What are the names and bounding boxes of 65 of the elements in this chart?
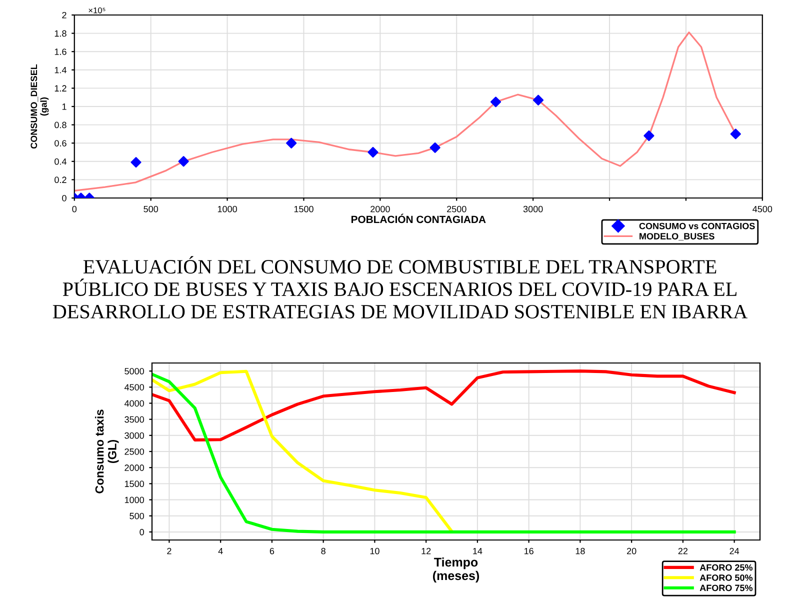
x-tick-label: 14 [473, 548, 482, 554]
x-tick-label: 0 [72, 206, 77, 212]
y-tick-label: 0 [62, 194, 66, 202]
y-tick-label: 1 [62, 104, 66, 110]
x-tick-label: 22 [678, 548, 688, 554]
y-axis-title: CONSUMO_DIESEL (gal) [30, 64, 49, 149]
y-axis-title: Consumo taxis (GL) [95, 410, 119, 494]
point [430, 142, 440, 153]
chart-title: EVALUACIÓN DEL CONSUMO DE COMBUSTIBLE DEL TRANSPORTE PÚBLICO DE BUSES Y TAXIS BAJO ESCENARIOS DEL COVID-19 PARA EL DESARROLLO DE ESTRATEGIAS DE MOVILIDAD SOSTENIBLE EN IBARRA [52, 256, 748, 319]
line-series [152, 370, 736, 442]
x-tick-label: 2500 [447, 206, 466, 212]
legend-label: CONSUMO vs CONTAGIOS [639, 222, 755, 230]
x-tick-label: 2 [167, 548, 172, 554]
y-tick-label: 4500 [124, 384, 144, 390]
text: ×10⁵ [88, 7, 106, 14]
point [368, 146, 378, 158]
y-tick-label: 0.4 [54, 158, 66, 165]
legend-label: AFORO 50% [700, 574, 753, 581]
line-series [152, 370, 454, 533]
x-tick-label: 1000 [218, 206, 237, 212]
x-tick-label: 10 [370, 548, 380, 554]
y-tick-label: 4000 [124, 400, 144, 407]
y-tick-label: 0.2 [54, 176, 66, 184]
x-axis-title: POBLACIÓN CONTAGIADA [351, 214, 486, 224]
y-tick-label: 5000 [124, 368, 144, 374]
point [644, 130, 654, 142]
point [178, 156, 189, 167]
point [532, 94, 544, 106]
y-tick-label: 2 [62, 12, 66, 18]
y-tick-label: 0.8 [54, 122, 66, 128]
y-tick-label: 2000 [124, 464, 144, 471]
y-tick-label: 2500 [124, 448, 144, 455]
point [730, 128, 741, 140]
x-axis-title: Tiempo (meses) [433, 557, 480, 583]
y-tick-label: 500 [130, 512, 144, 520]
y-tick-label: 3000 [124, 432, 144, 439]
point [286, 138, 297, 148]
y-tick-label: 0.6 [54, 140, 66, 146]
y-tick-label: 1.2 [54, 85, 66, 92]
legend-label: AFORO 25% [700, 564, 753, 571]
x-tick-label: 12 [422, 548, 431, 554]
x-tick-label: 24 [730, 548, 740, 554]
x-tick-label: 4 [218, 548, 223, 554]
y-tick-label: 3500 [124, 416, 144, 423]
x-tick-label: 500 [144, 206, 158, 212]
x-tick-label: 18 [576, 548, 585, 554]
y-tick-label: 1500 [124, 480, 144, 488]
y-tick-label: 1000 [124, 496, 144, 504]
x-tick-label: 20 [627, 548, 636, 554]
y-tick-label: 1.8 [54, 30, 66, 37]
x-tick-label: 16 [524, 548, 534, 554]
point [130, 157, 142, 168]
x-tick-label: 2000 [370, 206, 390, 212]
point [490, 96, 502, 108]
x-tick-label: 6 [270, 548, 274, 554]
legend-label: MODELO_BUSES [640, 233, 714, 240]
y-tick-label: 1.6 [54, 48, 66, 55]
legend-label: AFORO 75% [700, 584, 753, 592]
x-tick-label: 3000 [523, 206, 543, 212]
y-tick-label: 1.4 [54, 66, 66, 74]
line-series [152, 372, 736, 534]
y-tick-label: 0 [140, 528, 144, 536]
x-tick-label: 1500 [294, 206, 314, 212]
x-tick-label: 4500 [752, 206, 772, 212]
x-tick-label: 8 [321, 548, 326, 554]
